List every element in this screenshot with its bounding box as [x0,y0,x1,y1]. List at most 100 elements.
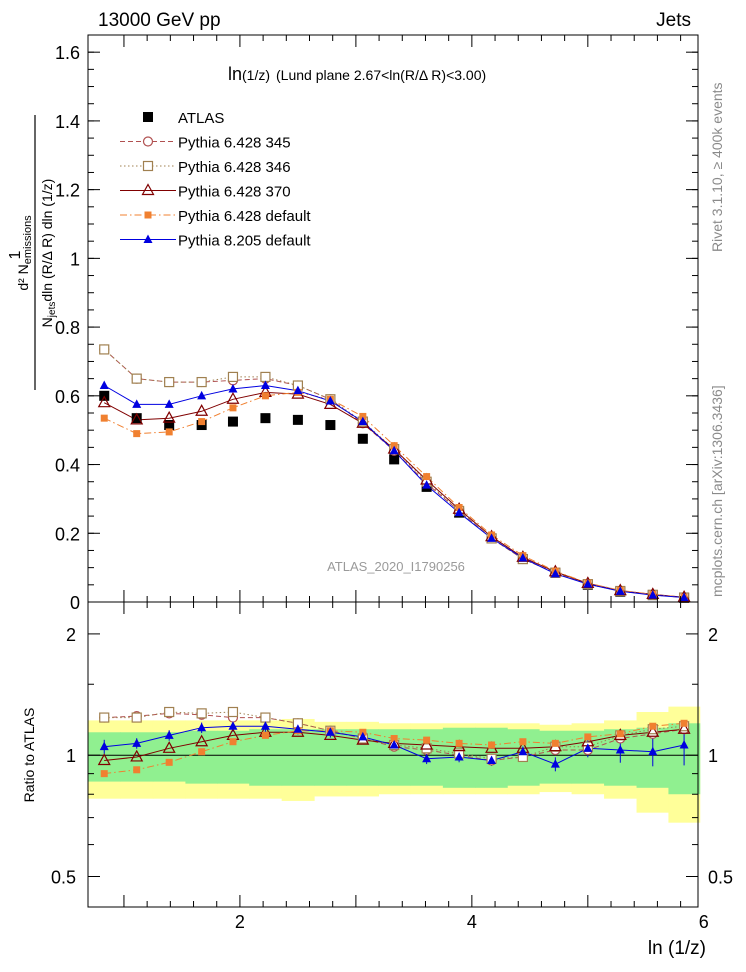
ratio-point-p6def [551,739,559,747]
ratio-point-p370 [646,725,660,737]
rivet-label-group: Rivet 3.1.10, ≥ 400k events [709,82,725,252]
main-series-markers [97,344,691,603]
ratio-ytick-label: 0.5 [51,867,76,887]
point-p346 [260,371,271,383]
point-p8def [228,383,238,393]
point-p370 [226,392,240,404]
ratio-point-p6def [649,722,657,730]
point-atlas [357,433,368,444]
band-green-bin [314,729,348,786]
ratio-point-p346 [164,706,175,718]
ratio-point-p8def [197,722,207,732]
ratio-axes: 0.5 0.5 1 1 2 2 2 4 6 [51,602,733,932]
ratio-point-p346 [99,712,110,723]
ratio-panel: 0.5 0.5 1 1 2 2 2 4 6 Ratio to ATLAS ln (1/z) [21,601,733,959]
main-ylabel: 1 d² Nemissions Njetsdln (R/Δ R) dln (1/… [7,115,58,390]
ratio-point-p8def [228,721,238,730]
point-atlas [131,413,142,424]
main-ytick-label: 0.2 [55,524,80,544]
ratio-point-p8def [615,745,625,754]
main-ytick-label: 0 [70,593,80,613]
ratio-xtick-label: 6 [699,912,709,932]
ratio-point-p6def [423,736,431,744]
point-p8def [518,553,528,562]
ratio-point-p6def [455,739,463,747]
ratio-point-p8def [293,724,303,733]
ratio-point-p8def [260,721,270,730]
point-p8def [583,579,593,588]
ratio-point-p6def [616,730,624,738]
ratio-point-p6def [390,735,398,743]
ratio-point-p6def [133,766,141,774]
point-p346 [196,376,207,388]
point-p8def [454,507,464,517]
legend-marker-p370 [141,183,155,196]
legend-marker-p6def [144,211,152,219]
main-axes: 0 0.2 0.4 0.6 0.8 1 1.2 1.4 1.6 [55,35,698,613]
ratio-point-p8def [164,730,174,739]
ratio-ytick-label-right: 0.5 [708,867,733,887]
point-p6def [100,414,108,422]
legend-marker-p8def [143,234,153,243]
ratio-ytick-label-right: 2 [708,625,718,645]
ylabel-fraction-numerator: 1 [7,250,24,259]
point-p6def [198,418,206,426]
ratio-ytick-label: 2 [66,625,76,645]
main-ytick-label: 1.6 [55,43,80,63]
ratio-point-p6def [519,738,527,746]
point-p346 [131,373,142,384]
ratio-point-p370 [162,741,176,753]
point-p8def [132,399,142,408]
ratio-point-p346 [196,708,207,719]
legend-label-p345: Pythia 6.428 345 [178,135,291,152]
ratio-point-p6def [680,719,688,727]
main-ytick-label: 0.4 [55,456,80,476]
point-p6def [229,404,237,412]
legend-marker-p346 [142,160,154,172]
point-p8def [422,480,432,489]
legend-label-atlas: ATLAS [178,110,224,127]
point-atlas [325,420,336,431]
ratio-point-p8def [583,743,593,752]
rivet-label: Rivet 3.1.10, ≥ 400k events [709,82,725,252]
point-p8def [164,399,174,408]
point-p8def [487,533,497,542]
point-p6def [165,428,173,436]
point-p8def [550,568,560,578]
ratio-xtick-label: 4 [467,912,477,932]
band-green-bin [281,729,315,786]
ratio-ytick-label: 1 [66,746,76,766]
point-atlas [389,454,400,465]
mcplots-label: mcplots.cern.ch [arXiv:1306.3436] [709,385,725,597]
ratio-point-p370 [195,734,209,747]
legend-label-p346: Pythia 6.428 346 [178,159,291,176]
point-p8def [358,416,368,426]
legend-label-p8def: Pythia 8.205 default [178,233,311,250]
point-p346 [227,371,239,383]
ratio-point-p8def [389,740,399,749]
point-p8def [648,590,658,599]
ratio-point-p370 [97,753,111,766]
ratio-point-p370 [130,749,144,762]
process-label: Jets [656,10,691,31]
ratio-point-p8def [422,753,432,763]
chart-title: ln(1/z) (Lund plane 2.67<ln(R/Δ R)<3.00) [228,64,486,84]
ratio-point-p8def [648,746,658,756]
analysis-label: ATLAS_2020_I1790256 [327,559,465,574]
ratio-xtick-label: 2 [235,912,245,932]
ratio-ylabel-group: Ratio to ATLAS [21,708,37,803]
ratio-point-p346 [227,706,239,718]
main-ytick-label: 1 [70,249,80,269]
legend-label-p6def: Pythia 6.428 default [178,208,311,225]
mcplots-label-group: mcplots.cern.ch [arXiv:1306.3436] [709,385,725,597]
point-atlas [164,420,175,431]
ratio-point-p6def [229,738,237,746]
point-p8def [615,586,625,595]
ratio-point-p8def [454,751,464,761]
main-ytick-label: 1.4 [55,112,80,132]
point-atlas [227,416,238,427]
ylabel-top: d² Nemissions [15,215,34,291]
ratio-point-p8def [358,731,368,741]
